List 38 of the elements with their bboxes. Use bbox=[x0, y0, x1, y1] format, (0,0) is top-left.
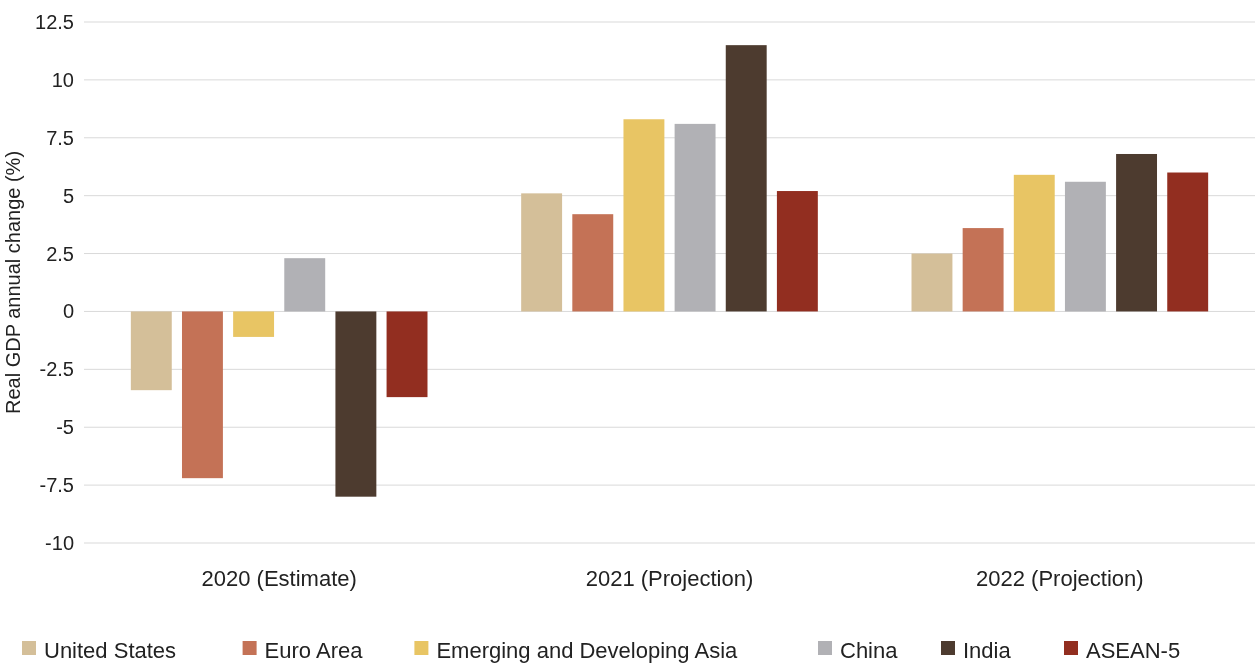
y-tick-label: 10 bbox=[51, 68, 74, 91]
legend-label: China bbox=[840, 637, 899, 663]
legend-label: Euro Area bbox=[264, 637, 364, 663]
bar bbox=[674, 123, 716, 312]
y-tick-label: 12.5 bbox=[35, 11, 74, 33]
y-tick-label: 5 bbox=[62, 184, 74, 207]
x-tick-label: 2021 (Projection) bbox=[585, 566, 754, 591]
y-tick-label: -10 bbox=[45, 532, 74, 554]
bar bbox=[623, 119, 665, 312]
bar bbox=[130, 311, 172, 391]
y-axis-title: Real GDP annual change (%) bbox=[2, 150, 24, 415]
x-tick-label: 2022 (Projection) bbox=[976, 566, 1144, 591]
y-tick-label: 2.5 bbox=[46, 242, 74, 265]
legend-label: India bbox=[963, 637, 1012, 663]
bar bbox=[1064, 181, 1106, 312]
bar bbox=[181, 311, 223, 479]
bar bbox=[233, 311, 275, 337]
bar bbox=[911, 253, 953, 312]
bar bbox=[1116, 153, 1158, 312]
legend-label: United States bbox=[44, 637, 177, 663]
bar bbox=[386, 311, 428, 398]
x-tick-label: 2020 (Estimate) bbox=[201, 566, 357, 591]
bar bbox=[962, 228, 1004, 312]
y-tick-label: -2.5 bbox=[39, 358, 74, 381]
bar bbox=[776, 191, 818, 312]
y-tick-label: -7.5 bbox=[39, 474, 74, 497]
legend-label: Emerging and Developing Asia bbox=[436, 637, 739, 663]
bar bbox=[1013, 174, 1055, 312]
bar bbox=[725, 45, 767, 312]
bar bbox=[284, 258, 326, 312]
bar bbox=[335, 311, 377, 497]
y-tick-label: 0 bbox=[62, 300, 74, 323]
y-tick-label: 7.5 bbox=[46, 126, 74, 149]
bar bbox=[572, 214, 614, 312]
bar bbox=[1167, 172, 1209, 312]
y-tick-label: -5 bbox=[56, 416, 74, 439]
legend-label: ASEAN-5 bbox=[1086, 637, 1181, 663]
bar bbox=[521, 193, 563, 312]
